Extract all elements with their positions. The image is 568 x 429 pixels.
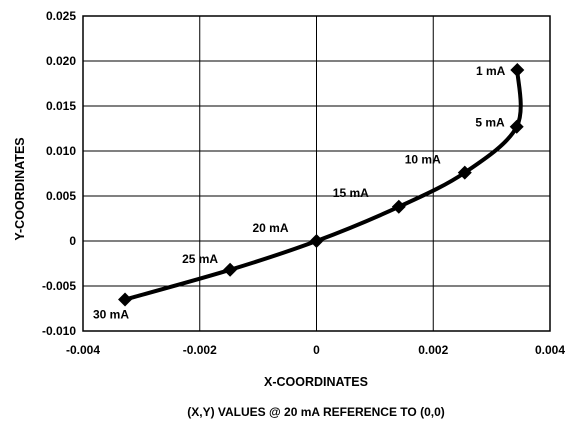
y-tick-label: -0.005 (42, 279, 76, 293)
y-tick-label: -0.010 (42, 324, 76, 338)
chart-caption: (X,Y) VALUES @ 20 mA REFERENCE TO (0,0) (187, 405, 445, 419)
point-label: 15 mA (333, 186, 369, 200)
x-axis-title: X-COORDINATES (264, 375, 368, 389)
y-tick-labels: 0.025 0.020 0.015 0.010 0.005 0 -0.005 -0.010 (42, 9, 76, 338)
data-point (223, 262, 238, 277)
y-tick-label: 0.005 (46, 189, 76, 203)
point-label: 5 mA (475, 116, 505, 130)
y-tick-label: 0.025 (46, 9, 76, 23)
y-tick-label: 0 (69, 234, 76, 248)
point-label: 10 mA (405, 153, 441, 167)
data-point (391, 199, 406, 214)
x-tick-label: 0 (313, 343, 320, 357)
data-point (510, 63, 525, 77)
plot-frame (82, 15, 551, 332)
x-tick-labels: -0.004 -0.002 0 0.002 0.004 (66, 343, 565, 357)
data-point (509, 119, 524, 134)
point-label: 1 mA (476, 64, 506, 78)
x-tick-label: -0.004 (66, 343, 100, 357)
x-tick-label: 0.004 (535, 343, 565, 357)
point-label: 20 mA (252, 221, 288, 235)
y-axis-title: Y-COORDINATES (13, 137, 27, 240)
x-tick-label: -0.002 (183, 343, 217, 357)
data-point (118, 292, 133, 307)
y-tick-label: 0.010 (46, 144, 76, 158)
x-tick-label: 0.002 (418, 343, 448, 357)
point-labels: 1 mA 5 mA 10 mA 15 mA 20 mA 25 mA 30 mA (93, 64, 506, 322)
data-point (457, 165, 472, 180)
point-label: 25 mA (182, 252, 218, 266)
y-tick-label: 0.020 (46, 54, 76, 68)
data-points (118, 63, 525, 307)
data-point (309, 234, 324, 248)
point-label: 30 mA (93, 308, 129, 322)
y-tick-label: 0.015 (46, 99, 76, 113)
